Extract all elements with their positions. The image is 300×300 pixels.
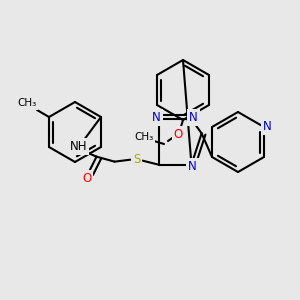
Text: N: N [189, 111, 198, 124]
Text: O: O [82, 172, 91, 185]
Text: NH: NH [70, 140, 87, 153]
Text: N: N [188, 160, 197, 173]
Text: N: N [152, 111, 161, 124]
Text: N: N [262, 121, 272, 134]
Text: O: O [173, 128, 183, 140]
Text: CH₃: CH₃ [17, 98, 37, 108]
Text: S: S [133, 153, 140, 166]
Text: CH₃: CH₃ [134, 132, 154, 142]
